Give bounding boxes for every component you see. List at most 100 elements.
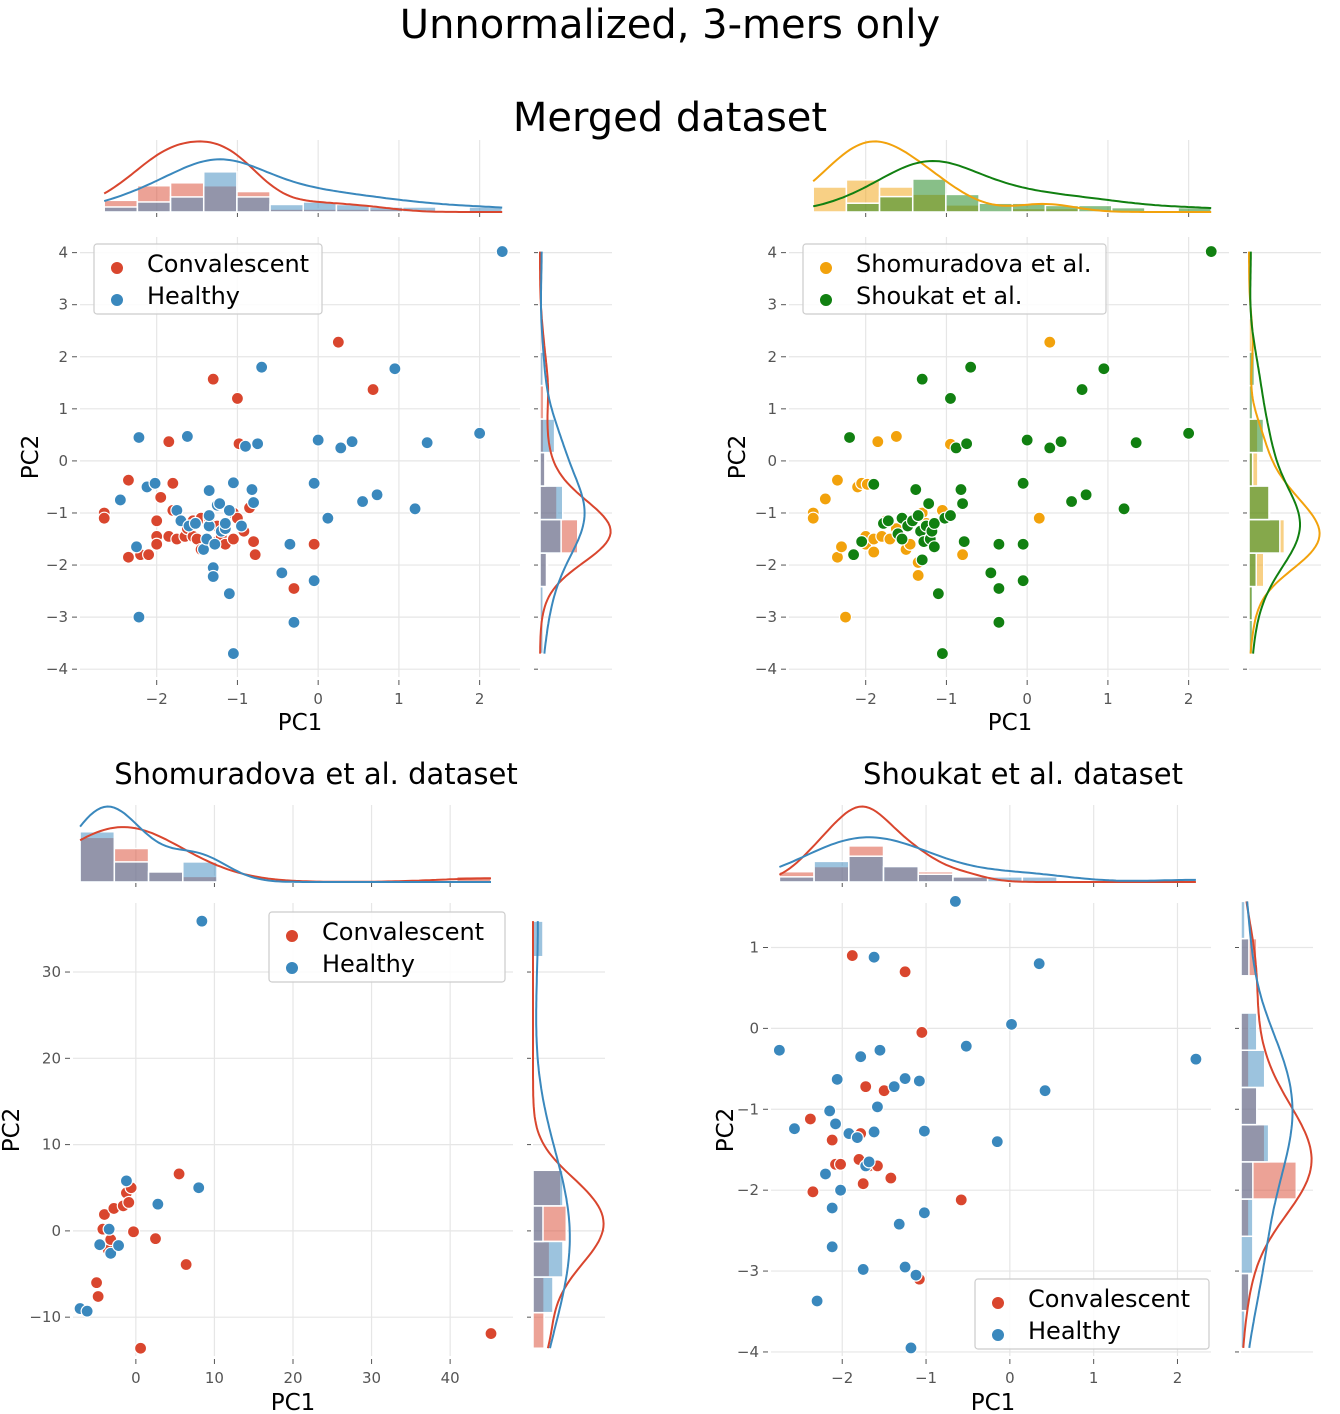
scatter-point xyxy=(213,497,227,511)
scatter-point xyxy=(1079,488,1093,502)
right-histogram-bar xyxy=(1240,1049,1266,1089)
scatter-point xyxy=(898,1260,912,1274)
scatter-point xyxy=(119,1174,134,1188)
scatter-point xyxy=(255,360,269,374)
x-tick-label: −1 xyxy=(226,690,248,708)
scatter-point xyxy=(881,514,895,528)
legend-label: Convalescent xyxy=(322,918,484,946)
scatter-point xyxy=(226,476,240,490)
y-tick-label: 1 xyxy=(767,400,777,418)
scatter-point xyxy=(964,360,978,374)
right-histogram-bar xyxy=(532,1311,545,1349)
top-kde-curve xyxy=(103,140,503,213)
right-histogram-bar xyxy=(1248,418,1265,454)
merged-title: Merged dataset xyxy=(513,95,827,141)
y-tick-label: −1 xyxy=(755,504,777,522)
scatter-point xyxy=(388,362,402,376)
scatter-point xyxy=(1020,433,1034,447)
x-tick-label: 0 xyxy=(1022,690,1032,708)
scatter-point xyxy=(1204,244,1218,259)
scatter-point xyxy=(1075,382,1089,397)
top-histogram-bar xyxy=(812,186,848,213)
legend-label: Healthy xyxy=(1028,1317,1121,1345)
x-tick-label: −2 xyxy=(831,1369,853,1387)
scatter-point xyxy=(912,1074,926,1088)
scatter-point xyxy=(334,441,348,455)
scatter-point xyxy=(321,511,335,525)
x-tick-label: 0 xyxy=(131,1369,141,1387)
top-histogram-bar xyxy=(848,855,885,883)
top-histogram-bar xyxy=(169,196,205,213)
x-axis-label: PC1 xyxy=(971,1390,1016,1414)
scatter-point xyxy=(154,490,168,504)
top-histogram-bar xyxy=(202,171,238,213)
right-histogram-bar xyxy=(539,451,546,487)
scatter-point xyxy=(871,435,885,449)
y-tick-label: 2 xyxy=(767,348,777,366)
y-tick-label: 0 xyxy=(767,452,777,470)
top-kde-curve xyxy=(778,805,1196,883)
scatter-point xyxy=(818,492,832,506)
scatter-point xyxy=(955,548,970,562)
y-tick-label: 4 xyxy=(58,244,68,262)
scatter-point xyxy=(887,1080,901,1094)
scatter-point xyxy=(307,574,321,588)
top-histogram-bar xyxy=(147,871,184,883)
scatter-point xyxy=(113,493,127,507)
y-axis-label: PC2 xyxy=(713,1108,739,1153)
scatter-point xyxy=(206,569,220,584)
scatter-point xyxy=(311,433,325,447)
scatter-point xyxy=(850,1130,864,1145)
legend-box xyxy=(974,1278,1210,1350)
scatter-point xyxy=(855,535,869,549)
x-tick-label: 1 xyxy=(394,690,404,708)
scatter-point xyxy=(484,1326,498,1341)
scatter-point xyxy=(909,1268,923,1282)
legend-label: Healthy xyxy=(322,950,415,978)
top-histogram-bar xyxy=(269,203,304,213)
y-tick-label: −3 xyxy=(737,1262,759,1280)
scatter-point xyxy=(830,1072,844,1086)
x-tick-label: −2 xyxy=(855,690,877,708)
scatter-point xyxy=(1004,1017,1019,1031)
y-axis-label: PC2 xyxy=(725,435,751,480)
right-histogram-bar xyxy=(1240,900,1246,940)
scatter-point xyxy=(287,581,301,596)
scatter-point xyxy=(234,519,249,533)
scatter-point xyxy=(283,537,297,551)
y-tick-label: −4 xyxy=(755,660,777,678)
scatter-point xyxy=(892,1217,906,1231)
y-tick-label: 1 xyxy=(58,400,68,418)
scatter-point xyxy=(911,508,925,523)
top-histogram-bar xyxy=(882,865,919,883)
scatter-point xyxy=(845,948,859,963)
scatter-point xyxy=(810,1294,824,1308)
scatter-point xyxy=(162,435,176,449)
y-tick-label: −2 xyxy=(755,556,777,574)
scatter-point xyxy=(838,610,853,624)
scatter-point xyxy=(331,335,345,349)
right-histogram-bar xyxy=(1240,1198,1254,1238)
x-tick-label: 2 xyxy=(1173,1369,1183,1387)
scatter-point xyxy=(102,1222,116,1236)
top-histogram-bar xyxy=(878,195,914,213)
scatter-point xyxy=(943,508,958,523)
scatter-point xyxy=(222,587,236,601)
legend-label: Convalescent xyxy=(1028,1285,1190,1313)
scatter-point xyxy=(307,537,321,551)
scatter-point xyxy=(408,502,422,516)
top-histogram-bar xyxy=(113,861,150,883)
top-kde-curve xyxy=(79,826,491,883)
scatter-point xyxy=(992,581,1006,596)
scatter-point xyxy=(806,1185,820,1199)
legend-box xyxy=(268,911,506,983)
scatter-point xyxy=(904,1341,918,1355)
right-histogram-bar xyxy=(532,1276,554,1314)
right-histogram-bar xyxy=(1240,1012,1258,1051)
scatter-point xyxy=(884,1171,898,1185)
scatter-point xyxy=(206,372,220,386)
x-tick-label: 30 xyxy=(362,1369,381,1387)
scatter-point xyxy=(192,1181,206,1195)
scatter-point xyxy=(911,568,925,583)
right-kde-curve xyxy=(1249,251,1301,654)
